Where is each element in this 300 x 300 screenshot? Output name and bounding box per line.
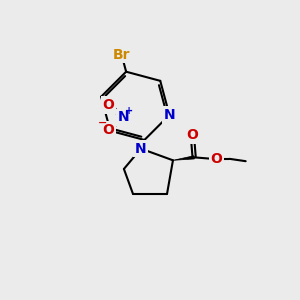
Polygon shape: [173, 156, 194, 160]
Text: O: O: [187, 128, 199, 142]
Text: N: N: [135, 142, 147, 156]
Text: N: N: [118, 110, 130, 124]
Text: +: +: [125, 106, 133, 116]
Text: −: −: [98, 118, 107, 128]
Text: Br: Br: [113, 48, 130, 62]
Text: N: N: [164, 108, 175, 122]
Text: O: O: [103, 98, 115, 112]
Text: O: O: [103, 123, 115, 137]
Text: O: O: [210, 152, 222, 166]
